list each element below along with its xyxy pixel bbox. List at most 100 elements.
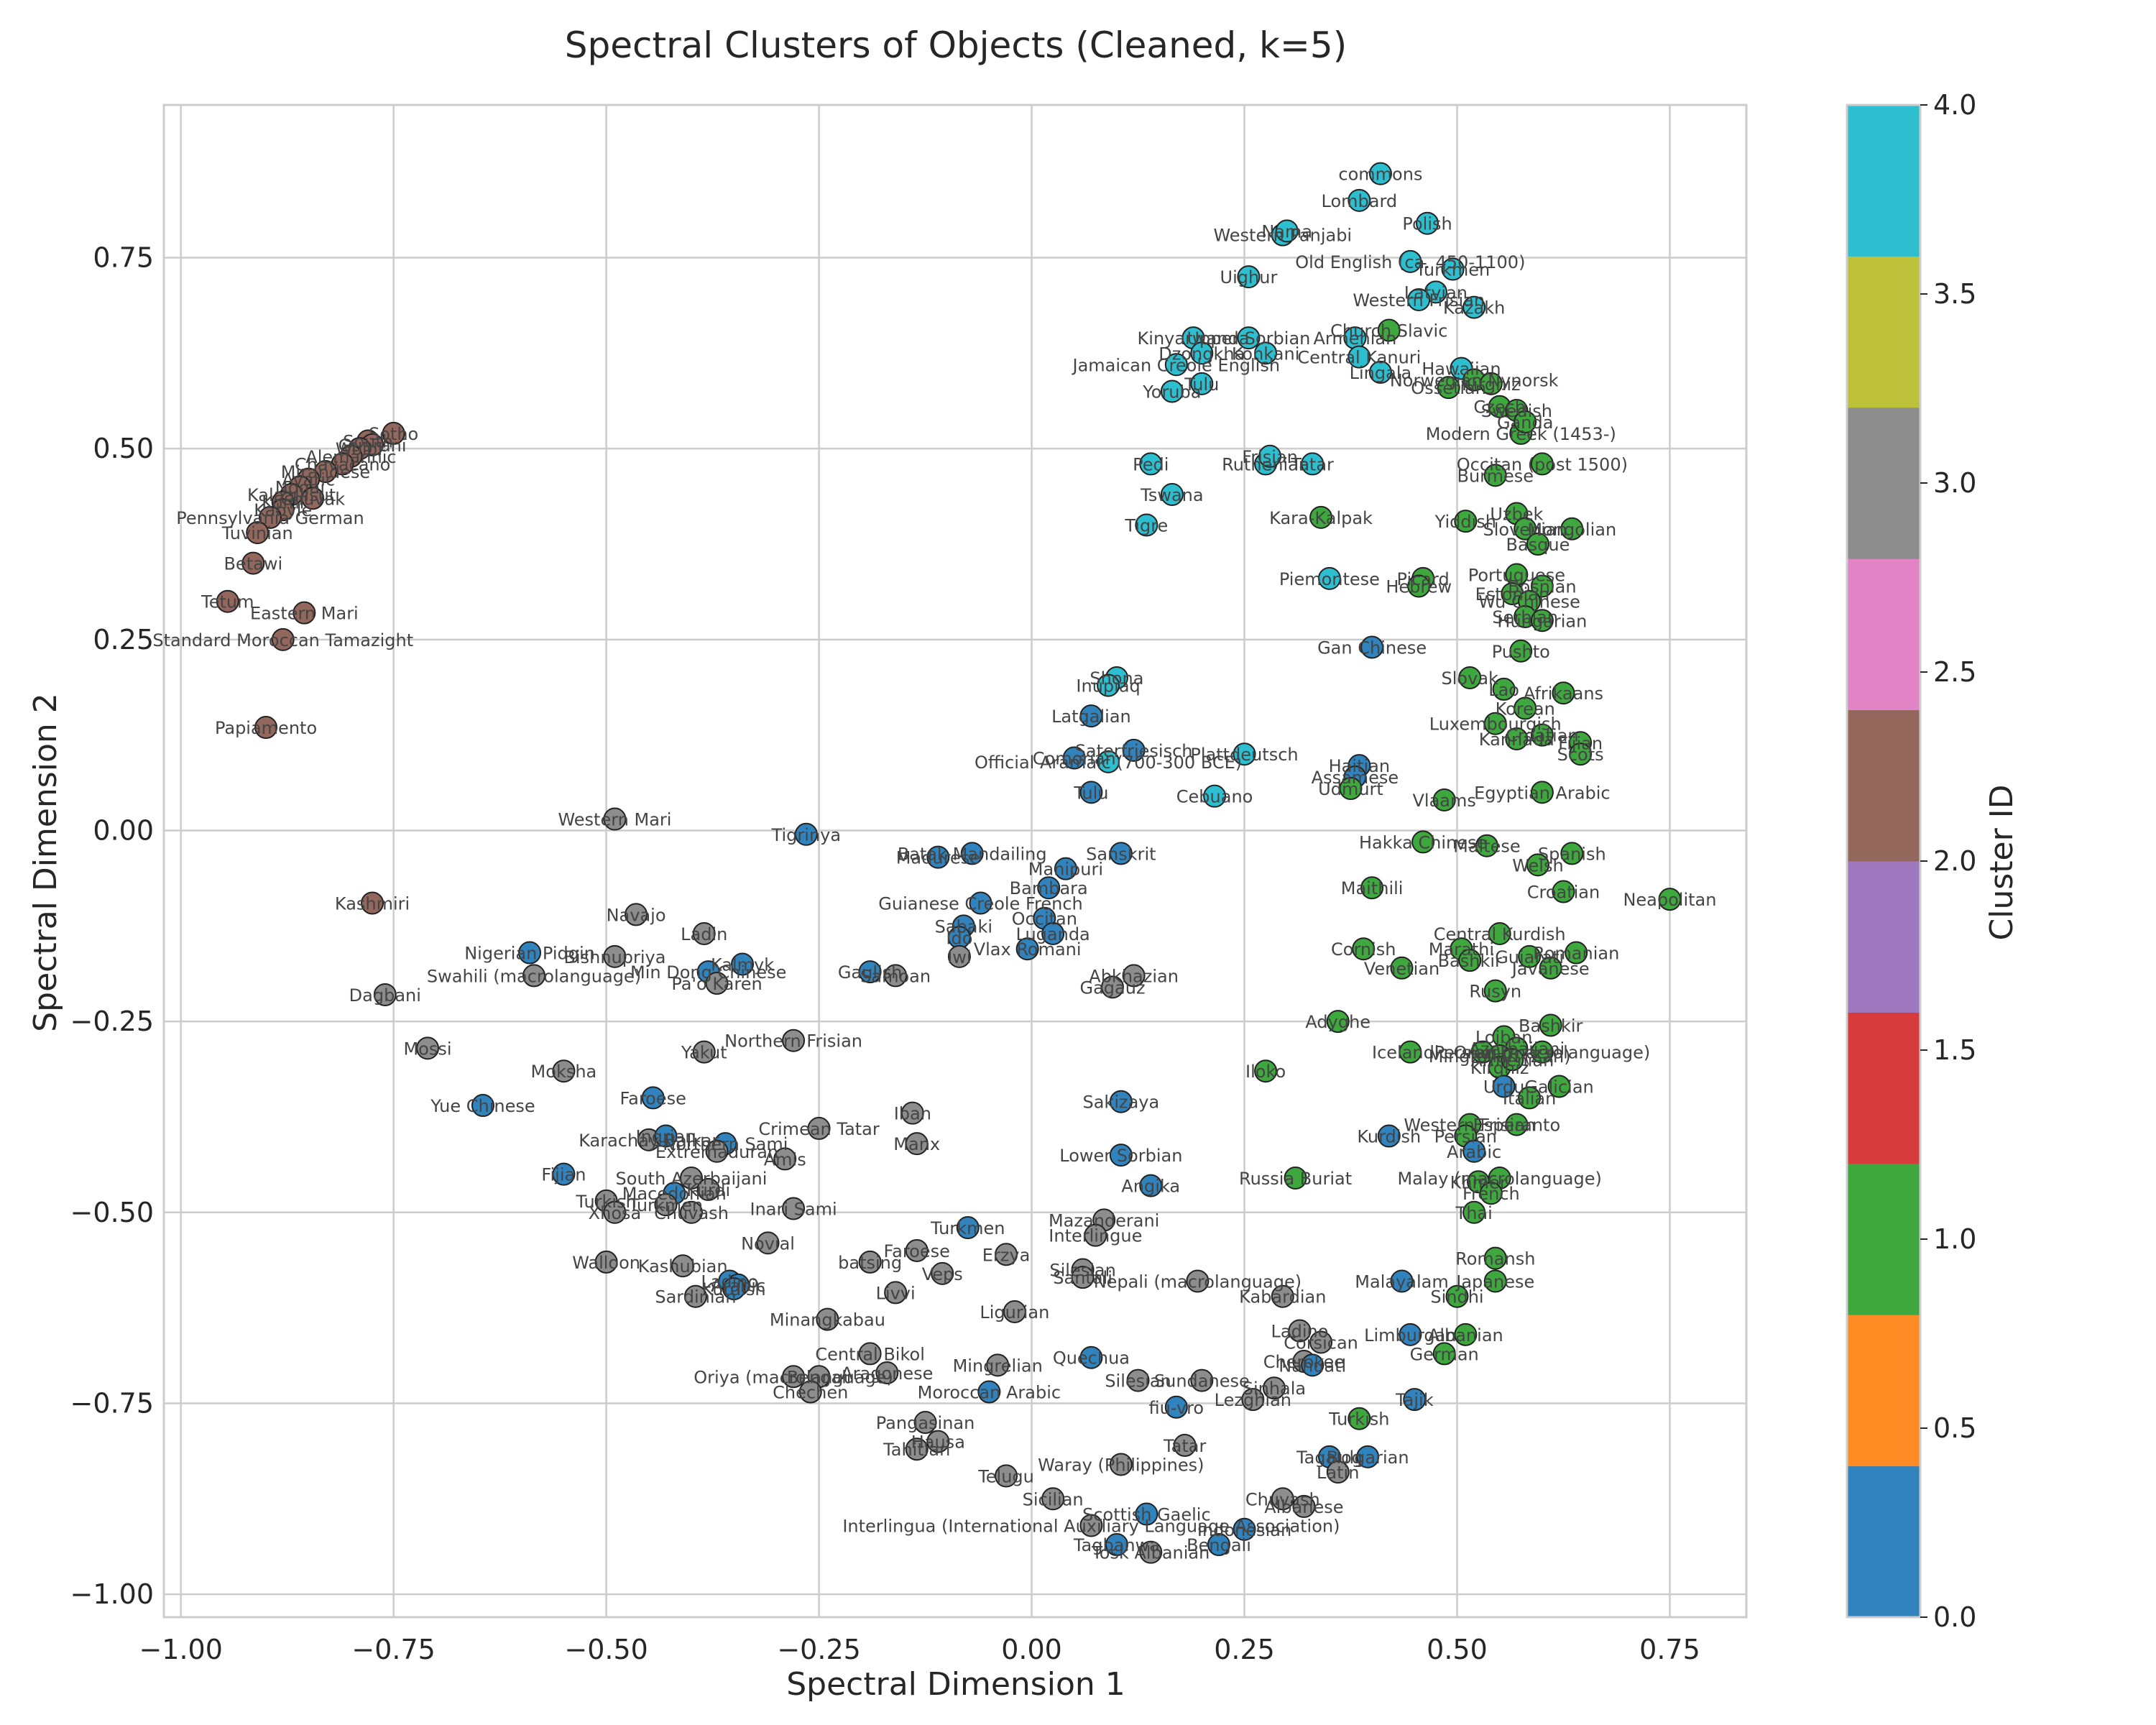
point-label: Kalaallisut [247, 485, 336, 505]
point-label: Shona [1089, 668, 1143, 689]
data-point [1492, 1075, 1516, 1098]
point-label: Ruthenian [1222, 454, 1309, 474]
point-label: Turkish [1328, 1409, 1389, 1430]
point-label: Ido [946, 928, 972, 948]
data-point [1284, 1166, 1307, 1190]
data-point [1301, 1353, 1325, 1377]
point-label: Sanskrit [1086, 844, 1156, 864]
data-point [1271, 1487, 1294, 1511]
colorbar-segment [1847, 1466, 1920, 1618]
point-label: Vlax Romani [974, 939, 1082, 960]
data-point [1458, 666, 1482, 689]
point-label: Armenian [1471, 1050, 1554, 1070]
colorbar-segment [1847, 558, 1920, 711]
point-label: Wolof [336, 439, 384, 459]
data-point [986, 1353, 1010, 1377]
data-point [1458, 949, 1482, 972]
data-point [1190, 1368, 1214, 1392]
point-label: Chechen [773, 1383, 848, 1403]
point-label: Hungarian [1497, 611, 1587, 631]
point-label: Navajo [607, 905, 666, 925]
data-point [1326, 1460, 1350, 1484]
data-point [1390, 956, 1414, 980]
point-label: Scottish Gaelic [1082, 1505, 1211, 1525]
chart-title: Spectral Clusters of Objects (Cleaned, k… [565, 24, 1347, 66]
data-point [1552, 681, 1575, 705]
data-point [969, 891, 992, 915]
point-label: Dzongkha [1158, 344, 1245, 364]
point-label: Papiamento [215, 718, 317, 738]
point-label: Lao [1488, 680, 1519, 700]
data-point [1258, 444, 1282, 468]
point-label: Iban [894, 1104, 931, 1124]
point-label: Walloon [572, 1253, 640, 1273]
data-point [1518, 944, 1542, 968]
y-tick-label: 0.75 [93, 242, 154, 274]
data-point [782, 1197, 806, 1220]
point-label: Cherokee [1263, 1352, 1345, 1372]
point-label: Tigrinya [771, 825, 841, 845]
data-point [1432, 1342, 1456, 1366]
point-label: Arabic [1447, 1142, 1501, 1162]
data-point [1292, 1494, 1316, 1518]
data-point [1233, 742, 1256, 766]
data-point [1539, 956, 1562, 980]
point-label: Santali [1053, 1268, 1112, 1288]
data-point [1399, 249, 1422, 273]
point-label: Silesian [1105, 1371, 1171, 1392]
point-label: Yakut [681, 1043, 727, 1063]
point-label: Iloko [1245, 1062, 1286, 1082]
data-point [1173, 1433, 1197, 1457]
point-label: Kurdi [686, 1180, 730, 1200]
point-label: Chuvash [654, 1203, 729, 1223]
point-label: Tswana [1140, 485, 1203, 505]
data-point [913, 1411, 937, 1435]
x-tick-label: −0.75 [351, 1634, 435, 1665]
data-point [1552, 880, 1575, 903]
data-point [900, 1101, 924, 1125]
point-label: Hebrew [1386, 576, 1452, 597]
colorbar-label: Cluster ID [1984, 784, 2020, 940]
point-label: Jamaican Creole English [1072, 355, 1281, 375]
y-tick-label: −0.50 [70, 1197, 154, 1228]
data-point [361, 891, 384, 915]
x-tick-label: −0.50 [564, 1634, 648, 1665]
colorbar-tick-label: 3.0 [1933, 467, 1976, 499]
point-label: Assamese [1312, 768, 1399, 788]
point-label: Limburgan [1364, 1325, 1456, 1346]
point-label: Komi [262, 493, 304, 513]
x-tick-label: −1.00 [139, 1634, 222, 1665]
point-label: Gagauz [1079, 978, 1145, 998]
point-label: Vlaams [1413, 791, 1476, 811]
point-label: Faroese [884, 1241, 950, 1261]
colorbar-segment [1847, 105, 1920, 257]
point-label: Pedi [1133, 454, 1169, 474]
data-point [1505, 1113, 1529, 1136]
data-point [1505, 727, 1529, 750]
data-point [1097, 673, 1120, 697]
point-label: Oromo [1454, 1043, 1512, 1063]
point-label: Kinyarwanda [1138, 328, 1250, 349]
point-label: Xhosa [589, 1203, 642, 1223]
point-label: Bulgarian [1327, 1448, 1409, 1468]
data-point [518, 941, 542, 965]
colorbar-segment [1847, 861, 1920, 1013]
data-point [1399, 1040, 1422, 1064]
data-point [1262, 1376, 1286, 1400]
data-point [1079, 704, 1103, 728]
point-label: Karachay-Balkar [579, 1131, 719, 1151]
point-label: Bengali [1187, 1535, 1251, 1555]
point-label: South [343, 432, 393, 452]
point-label: Aragonese [841, 1363, 933, 1384]
data-point [382, 421, 405, 445]
point-label: Piemontese [1279, 569, 1380, 589]
point-label: Burmese [1457, 466, 1534, 486]
data-point [858, 1342, 882, 1366]
point-label: Polish [1402, 214, 1452, 234]
data-point [1126, 1368, 1150, 1392]
data-point [654, 1124, 678, 1148]
point-label: Central Kurdish [1434, 924, 1566, 944]
point-label: Latvian [1404, 282, 1468, 303]
point-label: Wu Chinese [1478, 592, 1580, 612]
data-point [1164, 1395, 1188, 1419]
